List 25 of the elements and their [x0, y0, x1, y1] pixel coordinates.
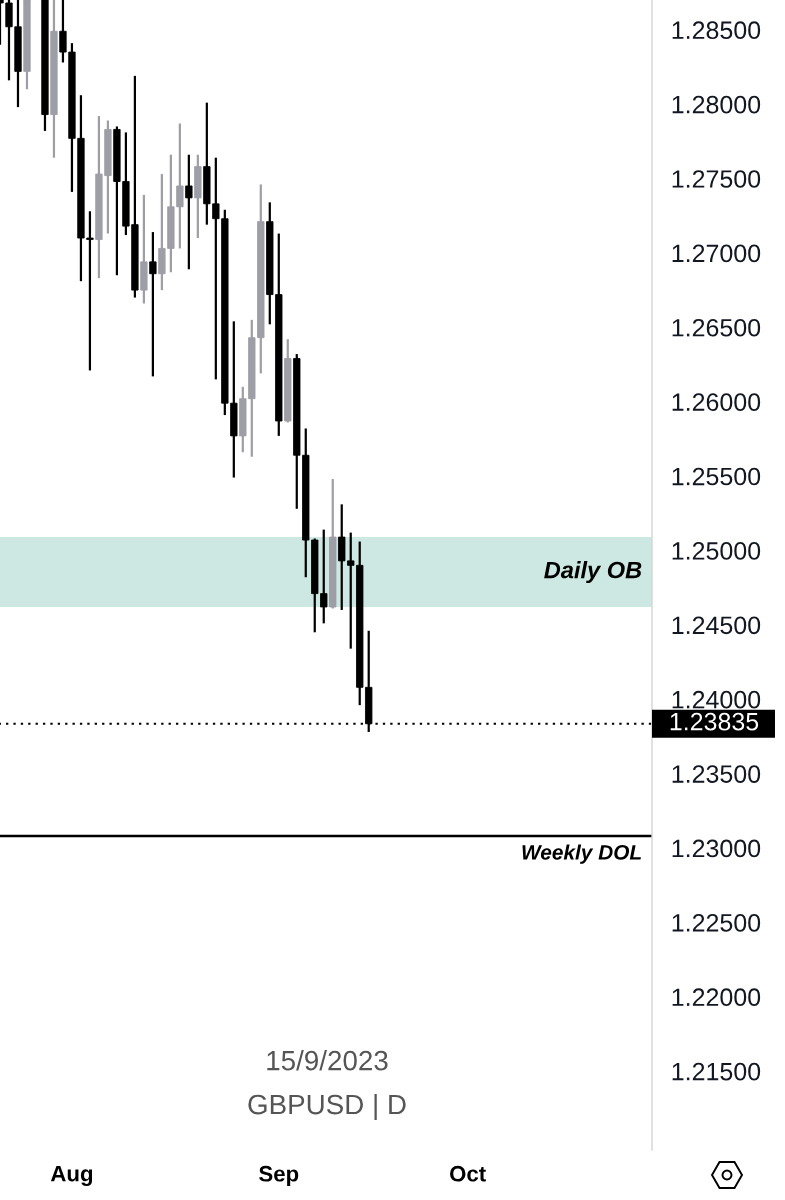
y-tick-label: 1.26500 — [672, 318, 761, 337]
text: 15/9/2023 — [267, 1050, 388, 1071]
y-tick-label: 1.23000 — [672, 839, 761, 858]
x-tick-label: Sep — [259, 1165, 299, 1186]
y-tick-label: 1.22500 — [672, 913, 761, 932]
x-tick-label: Oct — [450, 1165, 486, 1182]
y-tick-label: 1.27000 — [672, 244, 761, 263]
text: GBPUSD | D — [248, 1093, 406, 1121]
y-tick-label: 1.25000 — [672, 542, 761, 560]
y-tick-label: 1.26000 — [672, 393, 761, 411]
y-tick-label: 1.28000 — [672, 95, 761, 114]
y-tick-label: 1.27500 — [672, 170, 761, 188]
y-tick-label: 1.21500 — [672, 1062, 761, 1081]
ref-line-label: Weekly DOL — [522, 844, 641, 864]
band-label: Daily OB — [544, 561, 642, 584]
y-tick-label: 1.24000 — [672, 690, 761, 709]
y-tick-label: 1.25500 — [672, 467, 761, 486]
candlestick — [149, 230, 157, 378]
candlestick — [185, 153, 193, 271]
y-tick-label: 1.28500 — [672, 21, 761, 40]
y-tick-label: 1.24500 — [672, 616, 761, 635]
ref-line-label: 1.23835 — [670, 712, 759, 731]
y-tick-label: 1.23500 — [672, 765, 761, 783]
y-tick-label: 1.22000 — [672, 988, 761, 1007]
x-tick-label: Aug — [50, 1166, 93, 1186]
